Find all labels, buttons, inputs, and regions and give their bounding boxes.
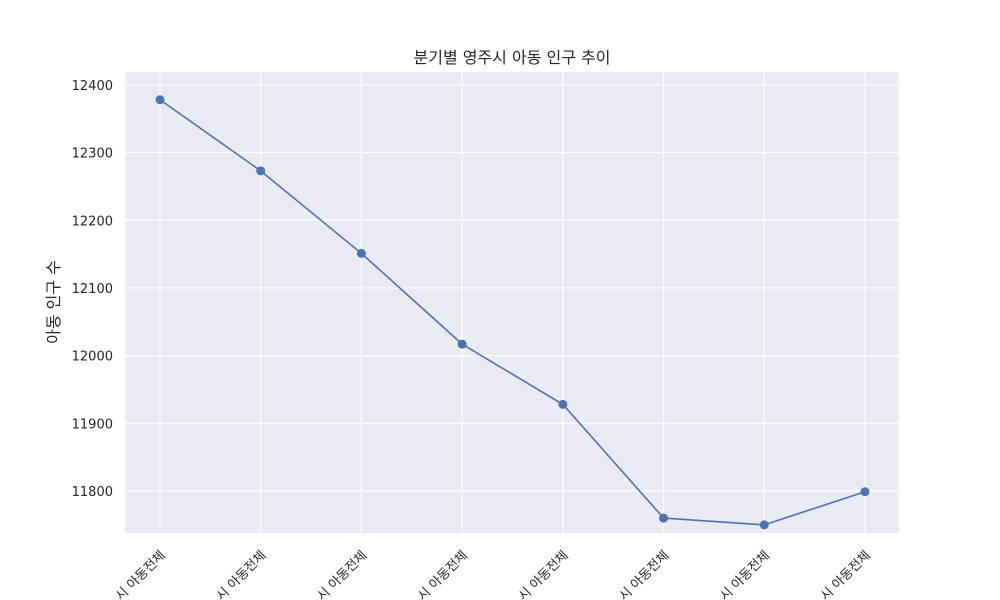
x-tick-label: 시 아동전체 <box>818 548 874 600</box>
data-points <box>155 95 870 530</box>
x-tick-label: 시 아동전체 <box>415 548 471 600</box>
data-point <box>860 487 870 497</box>
data-point <box>356 248 366 258</box>
y-tick-label: 12000 <box>72 350 113 365</box>
data-point <box>558 399 568 409</box>
data-point <box>256 166 266 176</box>
y-tick-label: 12300 <box>72 147 113 162</box>
y-axis-ticks: 11800 11900 12000 12100 12200 12300 12400 <box>72 79 113 500</box>
x-tick-label: 시 아동전체 <box>717 548 773 600</box>
y-tick-label: 12100 <box>72 282 113 297</box>
x-tick-label: 시 아동전체 <box>617 548 673 600</box>
x-tick-label: 시 아동전체 <box>314 548 370 600</box>
data-point <box>457 339 467 349</box>
x-tick-label: 시 아동전체 <box>214 548 270 600</box>
x-tick-label: 시 아동전체 <box>516 548 572 600</box>
y-axis-label: 아동 인구 수 <box>44 260 63 344</box>
grid-lines <box>125 72 899 533</box>
plot-background <box>125 72 899 533</box>
data-point <box>759 520 769 530</box>
series-line <box>159 99 866 526</box>
y-tick-label: 12200 <box>72 214 113 229</box>
x-tick-label: 시 아동전체 <box>113 548 169 600</box>
y-tick-label: 11900 <box>72 417 113 432</box>
y-tick-label: 12400 <box>72 79 113 94</box>
x-axis-ticks: 시 아동전체 시 아동전체 시 아동전체 시 아동전체 시 아동전체 시 아동전체 시 아동… <box>113 548 874 600</box>
data-point <box>155 95 165 105</box>
chart-title: 분기별 영주시 아동 인구 추이 <box>414 48 611 67</box>
series-line-group <box>159 99 866 526</box>
data-point <box>659 513 669 523</box>
y-tick-label: 11800 <box>72 485 113 500</box>
